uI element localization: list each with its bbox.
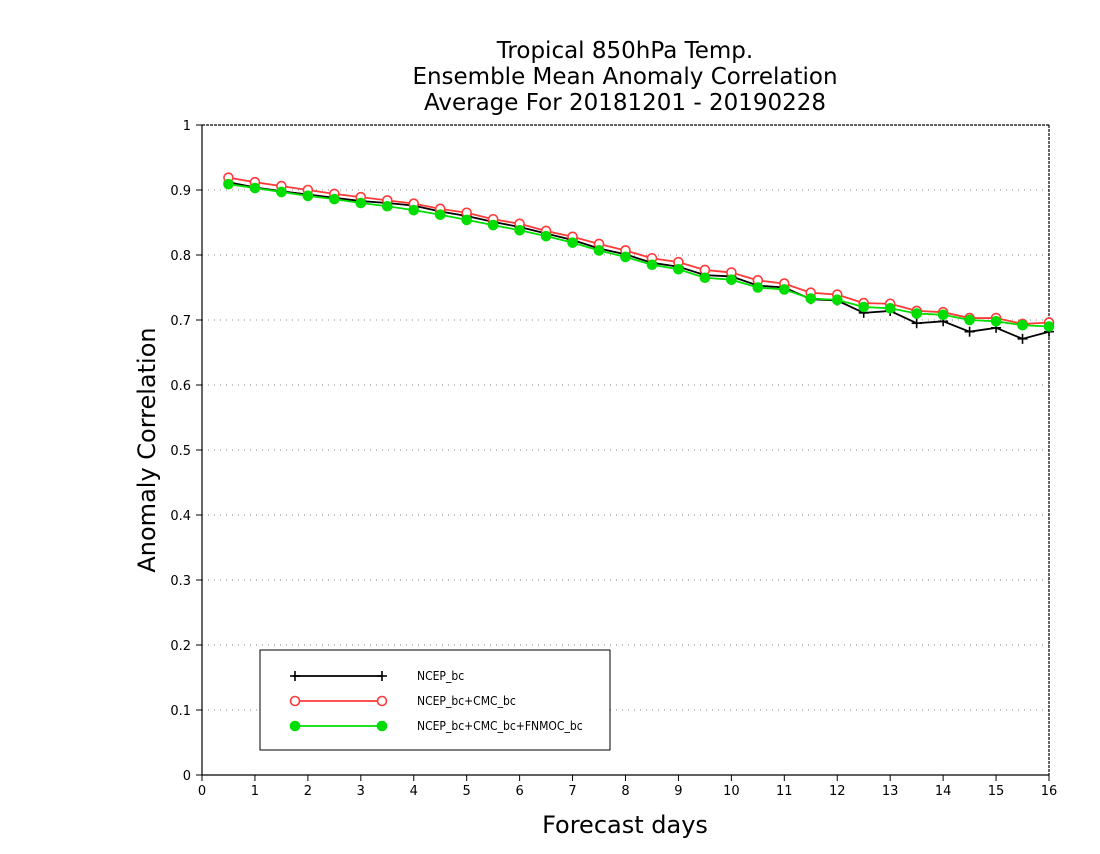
legend: NCEP_bc NCEP_bc+CMC_bc NCEP_bc+CMC_bc+FNMO… — [259, 649, 611, 751]
y-tick-label: 0.3 — [170, 574, 191, 589]
x-tick-label: 12 — [829, 784, 846, 799]
series-layer — [223, 172, 1055, 344]
data-point — [831, 294, 843, 306]
x-tick-label: 0 — [198, 784, 206, 799]
x-tick-label: 9 — [674, 784, 682, 799]
data-point — [1017, 333, 1028, 344]
x-tick-label: 11 — [776, 784, 793, 799]
y-tick-label: 1 — [183, 119, 191, 134]
x-tick-label: 6 — [515, 784, 523, 799]
y-tick-label: 0 — [183, 769, 191, 784]
y-tick-label: 0.9 — [170, 184, 191, 199]
series-2 — [223, 178, 1055, 332]
legend-item: NCEP_bc+CMC_bc+FNMOC_bc — [289, 719, 583, 733]
y-axis-title: Anomaly Correlation — [133, 327, 161, 572]
data-point — [540, 230, 552, 242]
legend-marker — [376, 720, 388, 732]
y-tick-label: 0.5 — [170, 444, 191, 459]
data-point — [964, 314, 975, 326]
x-tick-label: 3 — [357, 784, 365, 799]
series-line — [228, 183, 1050, 328]
data-point — [329, 193, 340, 205]
legend-marker — [289, 720, 301, 732]
x-tick-label: 14 — [935, 784, 952, 799]
data-point — [302, 190, 314, 202]
data-point — [805, 293, 817, 304]
legend-marker — [376, 695, 388, 707]
data-point — [408, 204, 420, 216]
legend-marker — [289, 695, 301, 707]
data-point — [487, 219, 499, 231]
data-point — [964, 326, 975, 337]
data-point — [779, 284, 790, 295]
data-point — [699, 272, 711, 284]
series-1 — [223, 172, 1055, 330]
chart-title: Tropical 850hPa Temp. Ensemble Mean Anom… — [412, 38, 837, 116]
x-tick-label: 10 — [723, 784, 740, 799]
data-point — [990, 316, 1002, 327]
data-point — [514, 225, 525, 236]
x-tick-label: 8 — [621, 784, 629, 799]
data-point — [249, 182, 261, 194]
legend-marker — [290, 671, 300, 681]
data-point — [276, 186, 287, 198]
data-point — [223, 178, 234, 190]
chart-title-line-1: Tropical 850hPa Temp. — [496, 38, 753, 64]
x-tick-label: 16 — [1041, 784, 1058, 799]
x-tick-label: 13 — [882, 784, 899, 799]
data-point — [567, 237, 578, 248]
data-point — [884, 303, 896, 314]
legend-label: NCEP_bc — [417, 669, 464, 683]
y-tick-label: 0.6 — [170, 379, 191, 394]
chart-title-line-3: Average For 20181201 - 20190228 — [424, 90, 826, 116]
x-tick-label: 7 — [568, 784, 576, 799]
data-point — [355, 197, 367, 209]
data-point — [461, 214, 472, 226]
y-tick-label: 0.1 — [170, 704, 191, 719]
data-point — [937, 309, 949, 321]
data-point — [434, 209, 446, 220]
data-point — [1017, 319, 1028, 331]
data-point — [858, 301, 870, 313]
x-tick-label: 2 — [304, 784, 312, 799]
legend-item: NCEP_bc+CMC_bc — [289, 694, 516, 708]
axes: 00.10.20.30.40.50.60.70.80.910 1 2 3 4 5 6 7 8 9 1… — [170, 119, 1057, 799]
legend-label: NCEP_bc+CMC_bc+FNMOC_bc — [417, 719, 583, 733]
grid-lines — [202, 189, 1049, 711]
data-point — [593, 245, 605, 256]
data-point — [381, 200, 393, 212]
chart-title-line-2: Ensemble Mean Anomaly Correlation — [412, 64, 837, 90]
data-point — [1043, 321, 1055, 332]
data-point — [911, 308, 922, 319]
y-tick-label: 0.8 — [170, 249, 191, 264]
legend-item: NCEP_bc — [290, 669, 464, 683]
y-tick-label: 0.2 — [170, 639, 191, 654]
data-point — [911, 318, 922, 329]
x-axis-title: Forecast days — [542, 811, 708, 839]
data-point — [646, 259, 658, 271]
x-tick-label: 5 — [463, 784, 471, 799]
y-tick-label: 0.7 — [170, 314, 191, 329]
data-point — [673, 264, 684, 275]
x-tick-label: 1 — [251, 784, 259, 799]
x-tick-label: 4 — [410, 784, 418, 799]
legend-label: NCEP_bc+CMC_bc — [417, 694, 516, 708]
x-tick-label: 15 — [988, 784, 1005, 799]
data-point — [752, 282, 764, 293]
data-point — [620, 251, 631, 263]
data-point — [726, 274, 737, 286]
y-tick-label: 0.4 — [170, 509, 191, 524]
legend-box — [259, 649, 611, 751]
legend-marker — [377, 671, 387, 681]
